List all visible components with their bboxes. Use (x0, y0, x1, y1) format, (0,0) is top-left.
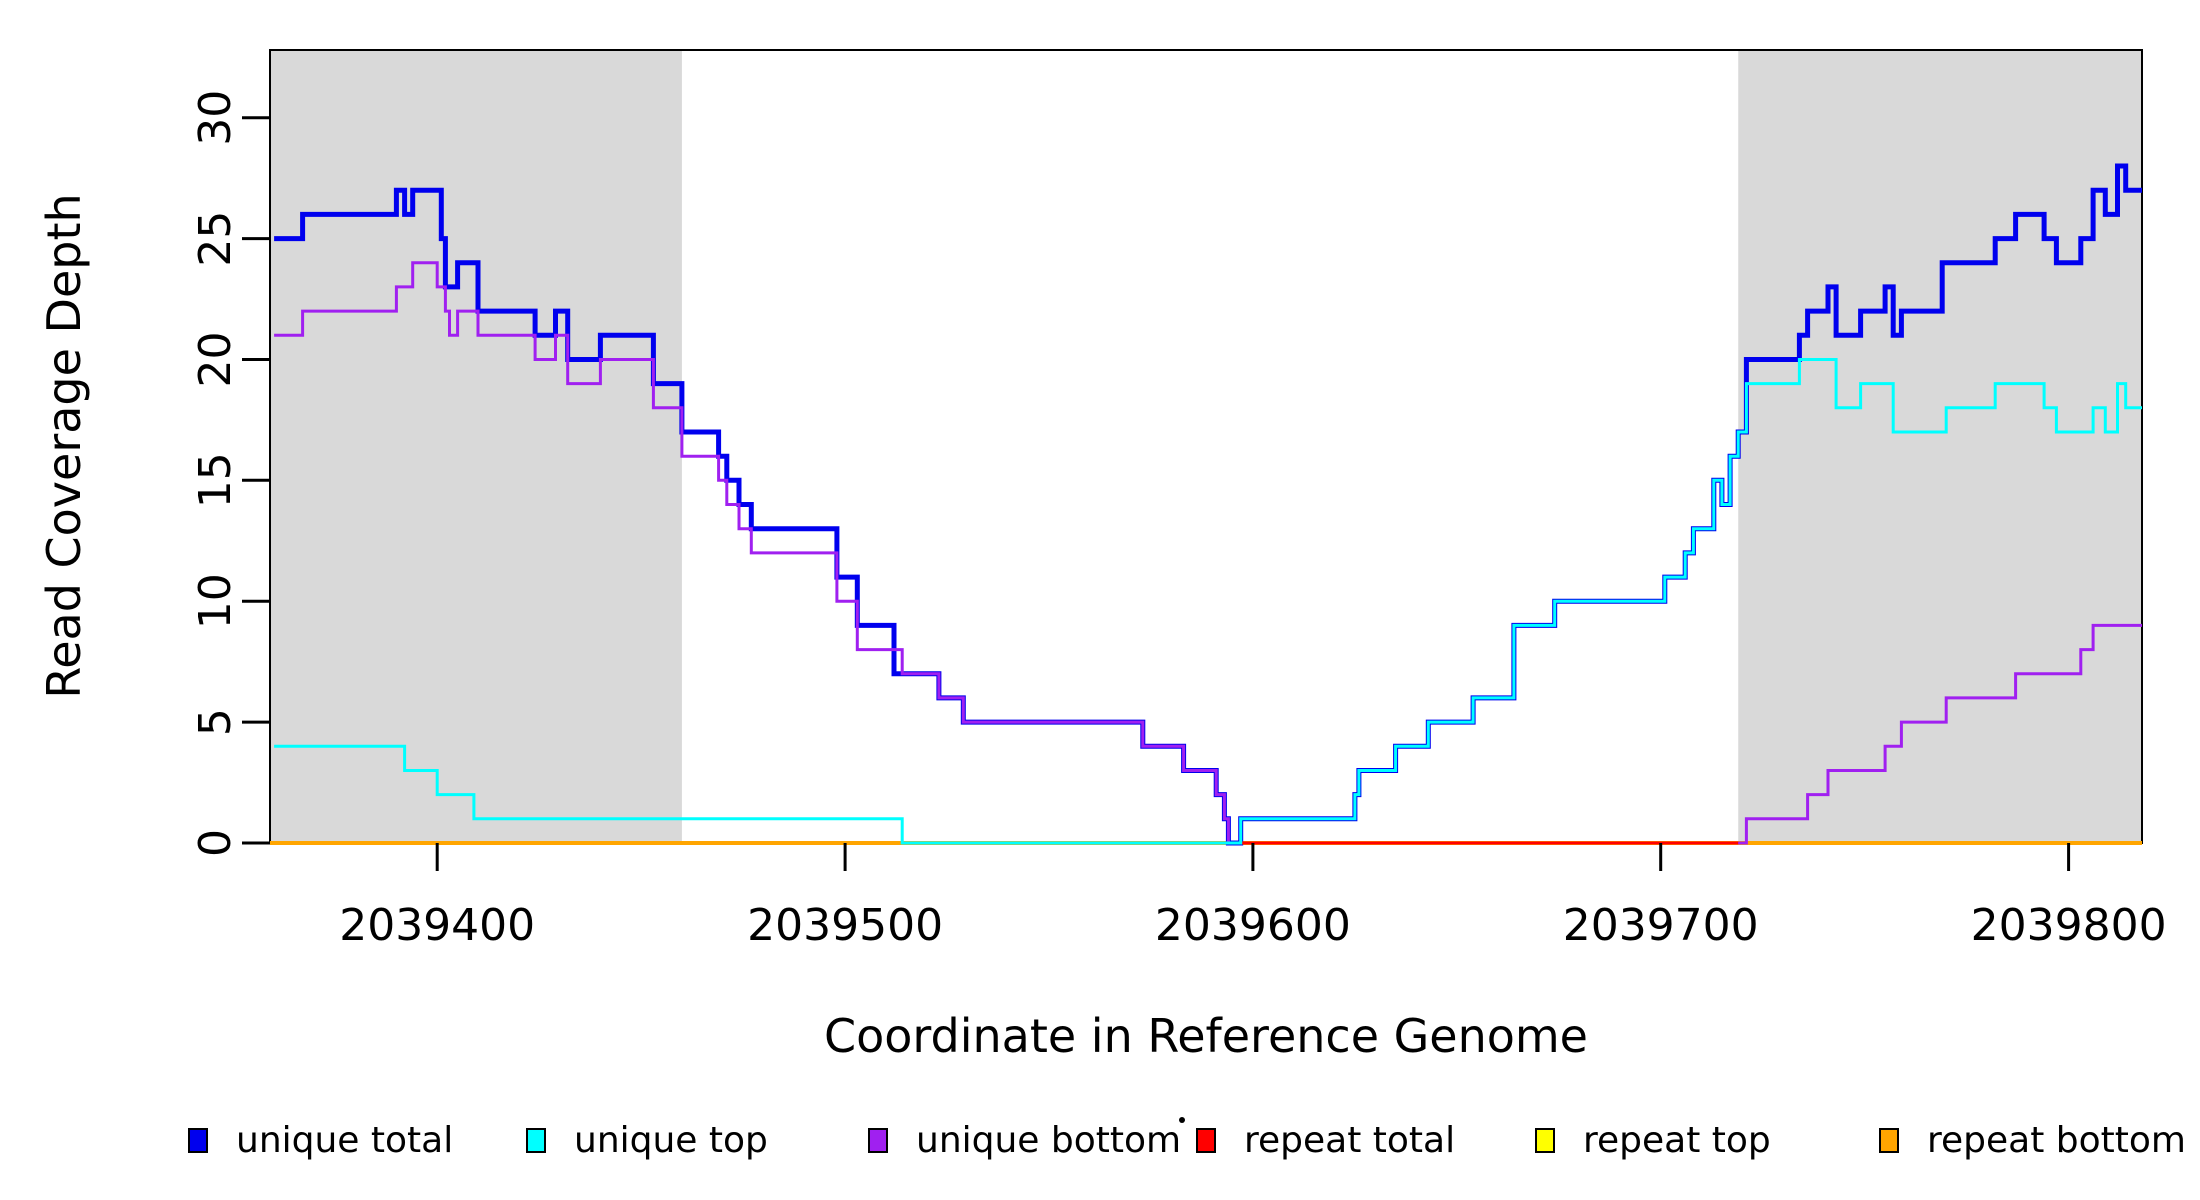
legend-label: repeat bottom (1927, 1120, 2186, 1161)
x-tick-label: 2039800 (1971, 900, 2167, 951)
y-axis-title: Read Coverage Depth (37, 193, 91, 698)
legend-item-repeat-top: repeat top (1535, 1120, 1771, 1161)
y-tick-label: 20 (190, 332, 241, 388)
legend-label: unique bottom (916, 1120, 1182, 1161)
y-tick-label: 0 (190, 829, 241, 857)
y-tick-label: 15 (190, 452, 241, 508)
x-axis-title: Coordinate in Reference Genome (824, 1009, 1588, 1063)
series-line-unique-bottom (274, 261, 2142, 845)
legend-item-unique-total: unique total (188, 1120, 453, 1161)
x-tick-label: 2039500 (747, 900, 943, 951)
legend-item-unique-bottom: unique bottom (868, 1120, 1181, 1161)
y-tick-label: 30 (190, 90, 241, 146)
legend-swatch-icon (526, 1128, 546, 1153)
legend-item-repeat-bottom: repeat bottom (1879, 1120, 2186, 1161)
x-tick-label: 2039400 (339, 900, 535, 951)
legend-item-unique-top: unique top (526, 1120, 768, 1161)
x-tick-label: 2039600 (1155, 900, 1351, 951)
legend-swatch-icon (1535, 1128, 1555, 1153)
y-tick-label: 5 (190, 708, 241, 736)
shaded-region (1738, 50, 2142, 843)
shaded-region (270, 50, 682, 843)
x-tick-label: 2039700 (1563, 900, 1759, 951)
y-tick-label: 10 (190, 573, 241, 629)
legend: unique total unique top unique bottom repea… (0, 0, 2200, 1161)
legend-swatch-icon (1196, 1128, 1216, 1153)
y-tick-label: 25 (190, 211, 241, 267)
legend-label: unique total (236, 1120, 454, 1161)
legend-label: repeat total (1244, 1120, 1456, 1161)
legend-swatch-icon (188, 1128, 208, 1153)
stray-dot (1179, 1117, 1185, 1123)
legend-swatch-icon (868, 1128, 888, 1153)
series-line-unique-top (274, 358, 2142, 845)
legend-label: repeat top (1583, 1120, 1771, 1161)
legend-item-repeat-total: repeat total (1196, 1120, 1455, 1161)
legend-swatch-icon (1879, 1128, 1899, 1153)
legend-label: unique top (574, 1120, 768, 1161)
